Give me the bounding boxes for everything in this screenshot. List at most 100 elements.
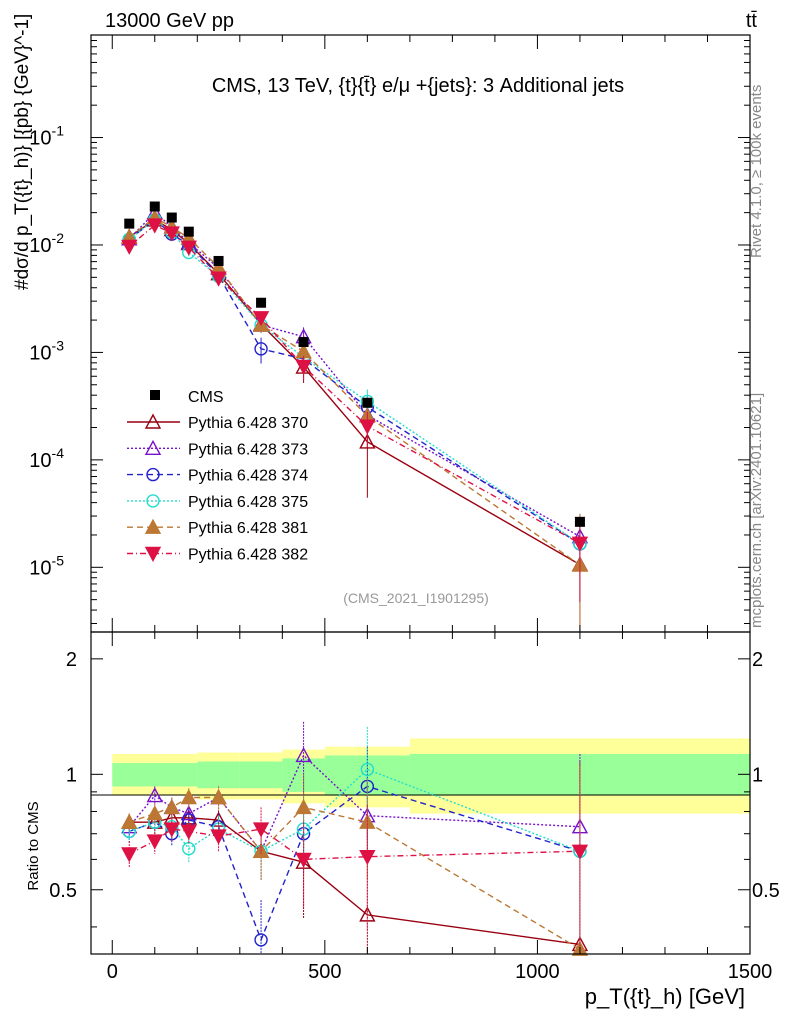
marker-triangle <box>571 536 589 552</box>
y-axis-label-main: #dσ/d p_T({t}_h)} [{pb} {GeV}^-1] <box>12 14 33 290</box>
ratio-uncertainty-bands <box>112 738 750 814</box>
marker-triangle <box>359 419 376 435</box>
ratio-line <box>128 828 580 861</box>
y-tick-label-ratio-right: 0.5 <box>752 880 780 902</box>
x-tick-label: 1000 <box>515 961 560 983</box>
legend-label: Pythia 6.428 374 <box>188 468 308 485</box>
x-tick-label: 0 <box>107 961 118 983</box>
marker-triangle <box>146 805 163 821</box>
band-inner <box>239 761 283 789</box>
ratio-series-layer <box>121 721 589 956</box>
header-left-label: 13000 GeV pp <box>105 10 234 32</box>
analysis-tag: (CMS_2021_I1901295) <box>343 590 489 606</box>
marker-square <box>574 516 585 527</box>
x-axis-label-text: p_T({t}_h) [GeV] <box>585 984 745 1009</box>
ratio-line <box>129 785 581 942</box>
y-tick-exponent: -1 <box>52 123 65 139</box>
ratio-axis-ticks: 0.5 0.5 1 1 2 2 <box>49 649 780 928</box>
marker-square <box>149 201 160 212</box>
marker-circle <box>360 762 375 777</box>
marker-circle <box>182 841 196 856</box>
y-tick-label-main: 10-3 <box>29 337 64 364</box>
ratio-line <box>129 817 581 946</box>
marker-triangle <box>121 239 138 255</box>
marker-square <box>256 297 267 308</box>
legend-label: Pythia 6.428 381 <box>188 520 308 537</box>
band-inner <box>142 763 198 787</box>
marker-square <box>362 397 373 408</box>
y-tick-label-main: 10-2 <box>29 230 64 257</box>
marker-circle <box>254 933 268 947</box>
marker-square <box>298 337 309 348</box>
header-right-label: tt̄ <box>746 10 758 32</box>
y-tick-label-main: 10-1 <box>29 123 64 150</box>
marker-square <box>183 226 194 237</box>
marker-triangle <box>359 849 376 866</box>
legend-label: Pythia 6.428 370 <box>188 415 308 432</box>
x-tick-label: 1500 <box>728 961 773 983</box>
main-axis-ticks: 10-1 10-2 10-3 10-4 10-5 <box>29 34 750 624</box>
y-tick-label-ratio-right: 2 <box>752 649 763 671</box>
x-tick-label: 500 <box>308 961 341 983</box>
marker-triangle <box>121 847 138 863</box>
mcplots-label: mcplots.cern.ch [arXiv:2401.10621] <box>748 393 765 628</box>
ratio-panel: 0.5 0.5 1 1 2 2 <box>49 631 780 956</box>
y-tick-exponent: -4 <box>52 445 65 461</box>
marker-triangle <box>295 798 312 815</box>
main-frame <box>90 34 751 633</box>
cms-data-points <box>124 201 585 527</box>
y-tick-label-main: 10-5 <box>29 552 64 579</box>
y-axis-label-ratio: Ratio to CMS <box>25 801 42 890</box>
legend-label: Pythia 6.428 373 <box>188 441 308 458</box>
marker-triangle <box>571 844 589 860</box>
legend: CMS Pythia 6.428 370 Pythia 6.428 373 Pythi… <box>127 389 308 564</box>
marker-triangle <box>121 813 138 829</box>
marker-triangle <box>252 311 270 327</box>
marker-square <box>124 218 135 229</box>
y-tick-exponent: -3 <box>52 337 65 353</box>
y-tick-label-ratio-left: 1 <box>66 764 77 786</box>
marker-circle <box>146 494 160 508</box>
marker-triangle <box>180 789 197 805</box>
marker-triangle <box>210 789 227 805</box>
legend-label: Pythia 6.428 382 <box>188 547 308 564</box>
series-line <box>128 211 581 538</box>
band-inner <box>197 761 240 789</box>
marker-triangle <box>180 824 197 840</box>
marker-triangle <box>163 822 180 838</box>
y-tick-exponent: -5 <box>52 552 65 568</box>
marker-triangle <box>359 433 376 449</box>
marker-triangle <box>252 822 270 838</box>
marker-triangle <box>180 240 197 256</box>
main-panel: 10-1 10-2 10-3 10-4 10-5 CMS, 13 TeV, {t}{t̄… <box>29 34 751 633</box>
marker-triangle <box>146 787 163 803</box>
y-tick-label-ratio-left: 0.5 <box>49 880 77 902</box>
marker-triangle <box>295 359 312 375</box>
marker-circle <box>146 467 160 482</box>
plot-title: CMS, 13 TeV, {t}{t̄} e/μ +{jets}: 3 Addi… <box>212 75 624 97</box>
marker-triangle <box>144 546 162 562</box>
y-tick-exponent: -2 <box>52 230 65 246</box>
x-axis-ticks: 0 500 1000 1500 <box>107 35 773 983</box>
legend-label-cms: CMS <box>188 389 224 406</box>
marker-triangle <box>146 218 163 234</box>
marker-triangle <box>295 852 312 868</box>
legend-label: Pythia 6.428 375 <box>188 494 308 511</box>
marker-circle <box>254 342 268 356</box>
main-series-layer <box>121 204 589 631</box>
marker-triangle <box>144 439 162 455</box>
marker-triangle <box>210 829 227 845</box>
y-tick-label-main: 10-4 <box>29 445 64 472</box>
marker-triangle <box>163 798 180 815</box>
marker-triangle <box>146 834 163 850</box>
y-tick-label-ratio-left: 2 <box>66 649 77 671</box>
marker-square <box>150 390 160 400</box>
rivet-version-label: Rivet 4.1.0, ≥ 100k events <box>748 85 765 258</box>
marker-square <box>213 255 224 266</box>
x-axis-label: p_T({t}_h) [GeV] <box>585 984 745 1009</box>
marker-triangle <box>163 226 180 242</box>
marker-triangle <box>210 271 227 287</box>
marker-square <box>166 212 177 223</box>
y-tick-label-ratio-right: 1 <box>752 764 763 786</box>
